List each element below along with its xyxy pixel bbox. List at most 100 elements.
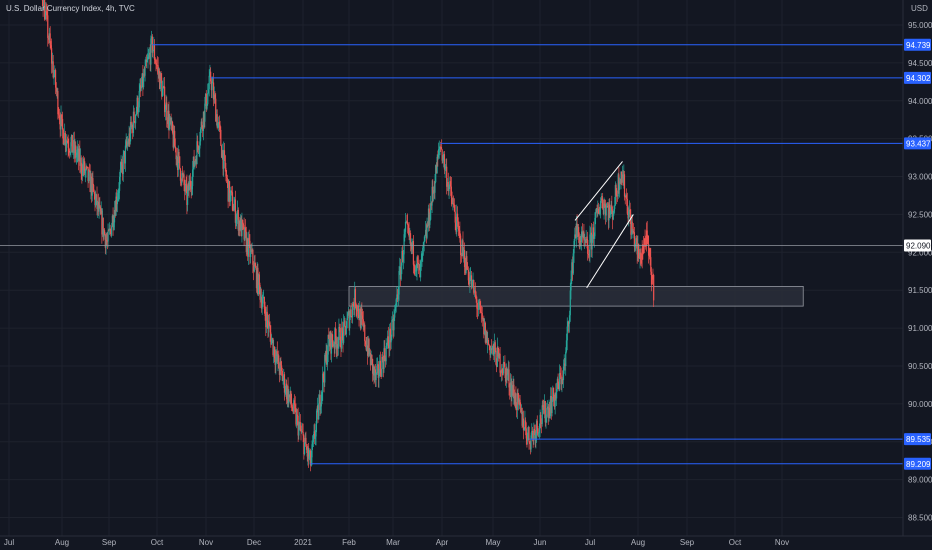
- candle-body: [240, 217, 242, 237]
- candle-body: [607, 207, 609, 221]
- candle-body: [324, 355, 326, 383]
- candle-body: [525, 428, 527, 439]
- candle-body: [231, 192, 234, 211]
- candle-body: [518, 399, 520, 403]
- candle-body: [453, 203, 455, 205]
- candle-body: [328, 338, 331, 347]
- candle-body: [562, 366, 565, 381]
- candle-body: [421, 253, 423, 261]
- candle-body: [262, 298, 264, 304]
- candle-body: [226, 176, 228, 179]
- candle-body: [574, 234, 576, 241]
- candle-body: [298, 421, 301, 425]
- candle-body: [109, 228, 111, 230]
- candle-body: [202, 127, 204, 132]
- candle-body: [381, 356, 384, 360]
- price-tick-label: 90.000: [908, 400, 932, 409]
- candle-body: [372, 366, 374, 374]
- candle-body: [316, 410, 318, 425]
- candle-body: [395, 299, 397, 306]
- candle-body: [270, 332, 272, 345]
- candle-body: [204, 103, 206, 122]
- candle-body: [470, 275, 472, 278]
- candle-body: [350, 309, 352, 317]
- candle-body: [131, 124, 133, 128]
- candle-body: [118, 190, 120, 194]
- candle-body: [317, 406, 319, 420]
- candle-body: [479, 301, 481, 306]
- candle-body: [516, 407, 518, 410]
- candle-body: [83, 161, 85, 171]
- candle-body: [443, 154, 445, 160]
- candle-body: [102, 217, 104, 237]
- candle-body: [110, 229, 112, 236]
- candle-body: [73, 140, 75, 152]
- candle-body: [513, 384, 515, 396]
- time-tick-label: Aug: [55, 538, 69, 547]
- candle-body: [119, 169, 121, 177]
- candle-body: [485, 331, 487, 343]
- candle-body: [236, 215, 238, 220]
- candle-body: [140, 86, 143, 89]
- candle-body: [149, 52, 151, 65]
- candle-body: [559, 372, 561, 390]
- time-axis[interactable]: Jul Aug Sep Oct Nov Dec 2021 Feb Mar Apr May Jun Jul…: [4, 538, 789, 547]
- candle-body: [626, 194, 628, 199]
- candle-body: [407, 222, 409, 225]
- candle-body: [258, 274, 260, 286]
- candle-body: [130, 121, 132, 128]
- candle-body: [590, 232, 593, 250]
- candle-body: [362, 319, 364, 327]
- candle-body: [507, 374, 509, 376]
- candle-body: [383, 348, 385, 370]
- candle-body: [226, 178, 228, 180]
- candle-body: [482, 318, 484, 320]
- candle-body: [511, 385, 513, 398]
- candle-body: [516, 392, 518, 410]
- candle-body: [648, 243, 650, 256]
- candle-body: [556, 378, 558, 390]
- candle-body: [648, 248, 650, 256]
- candle-body: [86, 166, 88, 168]
- candle-body: [113, 222, 115, 228]
- candle-body: [461, 240, 463, 257]
- candle-body: [63, 143, 65, 145]
- candle-body: [445, 166, 447, 168]
- candle-body: [161, 88, 164, 97]
- candle-body: [143, 74, 145, 76]
- candle-body: [534, 430, 536, 441]
- candle-body: [197, 141, 199, 147]
- candle-body: [334, 328, 336, 348]
- candle-body: [61, 114, 63, 119]
- candle-body: [602, 208, 605, 214]
- candle-body: [552, 387, 554, 401]
- candle-body: [284, 391, 286, 393]
- candle-body: [320, 406, 322, 411]
- candle-body: [578, 227, 580, 237]
- candle-body: [540, 422, 543, 424]
- candle-body: [580, 240, 582, 243]
- candle-body: [394, 310, 396, 318]
- candle-body: [165, 102, 167, 110]
- candle-body: [584, 239, 587, 243]
- candle-body: [348, 311, 350, 329]
- candle-body: [612, 211, 614, 220]
- candle-body: [356, 305, 359, 312]
- candle-body: [312, 442, 314, 445]
- grid: [0, 0, 903, 536]
- candle-body: [486, 331, 488, 344]
- candle-body: [351, 303, 354, 318]
- candle-body: [264, 308, 266, 316]
- candle-body: [314, 436, 316, 439]
- candle-body: [354, 289, 357, 307]
- candle-body: [156, 64, 158, 66]
- candle-body: [124, 145, 127, 164]
- candle-body: [97, 201, 99, 209]
- candle-body: [142, 73, 144, 88]
- candle-body: [223, 150, 226, 156]
- candle-body: [218, 122, 220, 124]
- candle-body: [413, 264, 415, 267]
- candle-body: [609, 204, 611, 215]
